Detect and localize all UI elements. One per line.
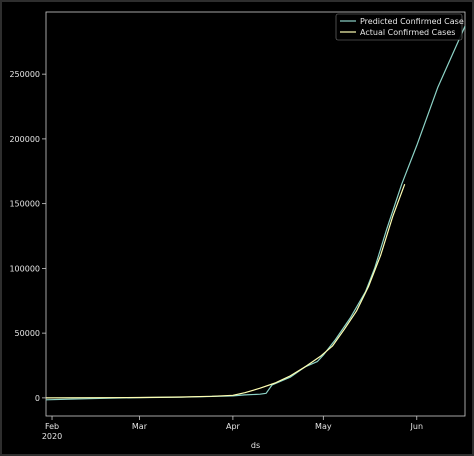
y-tick-label: 100000 <box>9 264 40 273</box>
y-tick-label: 200000 <box>9 135 40 144</box>
legend: Predicted Confirmed Case Actual Confirmed… <box>336 14 464 40</box>
x-axis-label: ds <box>251 441 260 450</box>
y-axis: 0 50000 100000 150000 200000 250000 <box>9 70 46 403</box>
x-tick-label: Apr <box>226 422 241 431</box>
y-tick-label: 250000 <box>9 70 40 79</box>
plot-border <box>46 12 465 416</box>
y-tick-label: 0 <box>35 394 40 403</box>
x-tick-label: Mar <box>132 422 148 431</box>
x-tick-sublabel: 2020 <box>42 432 62 441</box>
legend-label-2: Actual Confirmed Cases <box>360 28 455 37</box>
y-tick-label: 50000 <box>15 329 40 338</box>
x-tick-label: Jun <box>410 422 424 431</box>
series-layer <box>46 26 465 400</box>
x-tick-label: Feb <box>45 422 59 431</box>
y-tick-label: 150000 <box>9 200 40 209</box>
legend-label-1: Predicted Confirmed Case <box>360 17 464 26</box>
series-line-2 <box>46 184 405 398</box>
x-tick-label: May <box>315 422 332 431</box>
series-line-1 <box>46 26 465 400</box>
